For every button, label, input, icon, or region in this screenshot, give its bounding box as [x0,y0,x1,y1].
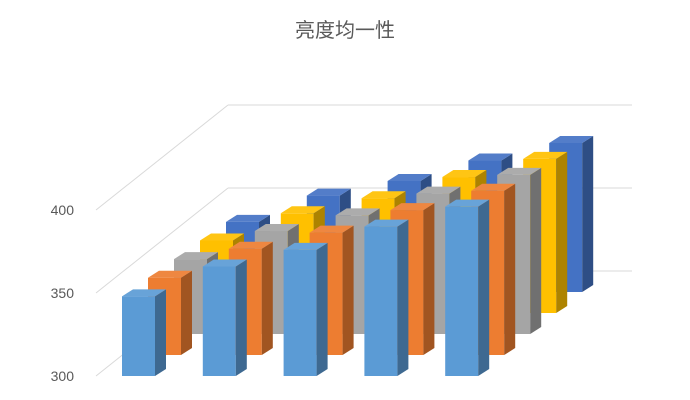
bar-top-face [442,170,487,178]
bar [364,219,409,376]
bar-top-face [202,259,247,267]
bar-top-face [445,199,490,207]
bar-top-face [335,208,380,216]
bar [445,199,490,376]
bar-side-face [397,219,409,376]
bar-top-face [416,186,461,194]
bar-top-face [200,233,244,241]
bar-side-face [582,135,594,292]
bar-top-face [122,289,166,297]
y-tick-label: 350 [51,285,75,301]
bar-front-face [364,226,398,376]
bar-top-face [148,270,192,278]
bar-top-face [280,206,325,214]
bar-side-face [504,183,516,355]
bar-front-face [445,206,479,376]
bar-top-face [497,167,542,175]
y-tick-label: 400 [51,202,75,218]
axis-labels: 300 350 400 [51,202,75,384]
bar-top-face [468,153,513,161]
bar-side-face [530,167,542,334]
bar-side-face [261,241,273,355]
bar-top-face [309,225,354,233]
bar [202,259,247,376]
bar-top-face [226,214,270,222]
chart-title: 亮度均一性 [295,18,395,42]
bar-top-face [174,252,218,260]
bar-top-face [471,183,516,191]
gridline-depth [95,187,229,294]
bar-top-face [387,173,432,181]
y-tick-label: 300 [51,368,75,384]
bar-top-face [523,151,568,159]
bar-top-face [306,188,351,196]
bar-top-face [228,241,273,249]
bar-front-face [283,249,317,376]
bar-side-face [155,289,166,376]
bar-top-face [283,242,328,250]
gridline-depth [95,104,229,211]
bar-side-face [423,203,435,355]
bar-top-face [364,219,409,227]
bar [122,289,166,376]
bar-front-face [122,296,155,376]
bar-front-face [202,266,236,376]
bar-side-face [478,199,490,376]
bar [283,242,328,376]
bar-side-face [342,225,354,355]
bar-top-face [390,203,435,211]
bar-top-face [549,135,594,143]
bar-side-face [556,151,568,313]
bars-layer [122,135,594,376]
bar-side-face [235,259,247,376]
bar-side-face [181,270,192,355]
bar-top-face [361,191,406,199]
bar-side-face [316,242,328,376]
bar-top-face [254,224,299,232]
